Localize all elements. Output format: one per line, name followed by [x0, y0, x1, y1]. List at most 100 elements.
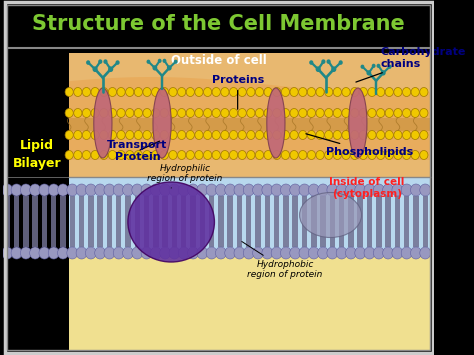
Circle shape: [98, 59, 102, 64]
Circle shape: [394, 87, 402, 97]
Circle shape: [290, 184, 301, 196]
FancyBboxPatch shape: [274, 196, 279, 247]
Circle shape: [411, 109, 419, 118]
Circle shape: [368, 151, 376, 159]
Circle shape: [188, 247, 199, 259]
FancyBboxPatch shape: [395, 196, 400, 247]
FancyBboxPatch shape: [135, 196, 140, 247]
FancyBboxPatch shape: [209, 196, 214, 247]
Circle shape: [411, 87, 419, 97]
Circle shape: [109, 87, 117, 97]
Circle shape: [76, 247, 87, 259]
Circle shape: [203, 151, 212, 159]
Circle shape: [361, 65, 365, 69]
Circle shape: [385, 131, 393, 140]
Circle shape: [376, 131, 385, 140]
FancyBboxPatch shape: [404, 196, 410, 247]
Circle shape: [366, 70, 371, 76]
Circle shape: [158, 59, 162, 63]
Circle shape: [410, 184, 421, 196]
Circle shape: [178, 87, 186, 97]
Circle shape: [342, 109, 350, 118]
Circle shape: [67, 247, 78, 259]
Circle shape: [372, 64, 375, 68]
PathPatch shape: [69, 77, 430, 160]
Circle shape: [290, 131, 298, 140]
FancyBboxPatch shape: [339, 196, 345, 247]
Circle shape: [299, 247, 310, 259]
Circle shape: [143, 109, 151, 118]
Circle shape: [243, 247, 254, 259]
Circle shape: [394, 131, 402, 140]
Circle shape: [91, 87, 99, 97]
Circle shape: [167, 65, 172, 71]
Circle shape: [333, 151, 341, 159]
Circle shape: [333, 87, 341, 97]
Circle shape: [247, 109, 255, 118]
Circle shape: [299, 109, 307, 118]
Circle shape: [113, 247, 124, 259]
Circle shape: [290, 151, 298, 159]
Circle shape: [273, 131, 281, 140]
Circle shape: [160, 87, 168, 97]
Circle shape: [410, 247, 421, 259]
FancyBboxPatch shape: [153, 196, 159, 247]
Circle shape: [221, 87, 229, 97]
FancyBboxPatch shape: [98, 196, 103, 247]
Circle shape: [308, 247, 319, 259]
Circle shape: [126, 109, 134, 118]
Text: Transport
Protein: Transport Protein: [107, 140, 168, 162]
Circle shape: [420, 87, 428, 97]
Circle shape: [333, 109, 341, 118]
Circle shape: [420, 131, 428, 140]
Circle shape: [150, 184, 161, 196]
Circle shape: [331, 66, 337, 72]
Circle shape: [212, 87, 220, 97]
Circle shape: [203, 87, 212, 97]
Circle shape: [420, 247, 431, 259]
Circle shape: [134, 151, 143, 159]
Circle shape: [160, 109, 168, 118]
Circle shape: [309, 60, 313, 65]
Circle shape: [401, 247, 412, 259]
Circle shape: [262, 184, 273, 196]
FancyBboxPatch shape: [125, 196, 131, 247]
Circle shape: [308, 184, 319, 196]
Circle shape: [65, 131, 73, 140]
Circle shape: [82, 131, 91, 140]
FancyBboxPatch shape: [357, 196, 363, 247]
Circle shape: [152, 151, 160, 159]
Text: Inside of cell
(cytoplasm): Inside of cell (cytoplasm): [329, 177, 405, 199]
Circle shape: [169, 87, 177, 97]
Circle shape: [385, 151, 393, 159]
Circle shape: [238, 109, 246, 118]
Circle shape: [103, 59, 108, 64]
Circle shape: [316, 87, 324, 97]
Circle shape: [264, 131, 272, 140]
Circle shape: [376, 87, 385, 97]
FancyBboxPatch shape: [292, 196, 298, 247]
Circle shape: [388, 65, 392, 69]
Circle shape: [221, 109, 229, 118]
Circle shape: [316, 66, 321, 72]
Circle shape: [247, 87, 255, 97]
Circle shape: [411, 131, 419, 140]
Circle shape: [152, 131, 160, 140]
Circle shape: [255, 131, 264, 140]
FancyBboxPatch shape: [116, 196, 121, 247]
Circle shape: [212, 131, 220, 140]
FancyBboxPatch shape: [311, 196, 317, 247]
Circle shape: [282, 151, 290, 159]
Circle shape: [299, 131, 307, 140]
FancyBboxPatch shape: [79, 196, 84, 247]
Circle shape: [178, 151, 186, 159]
Circle shape: [57, 184, 68, 196]
Circle shape: [333, 131, 341, 140]
Circle shape: [229, 151, 237, 159]
Circle shape: [197, 247, 208, 259]
Circle shape: [104, 184, 115, 196]
FancyBboxPatch shape: [218, 196, 224, 247]
Circle shape: [290, 109, 298, 118]
Circle shape: [281, 184, 292, 196]
Circle shape: [65, 87, 73, 97]
